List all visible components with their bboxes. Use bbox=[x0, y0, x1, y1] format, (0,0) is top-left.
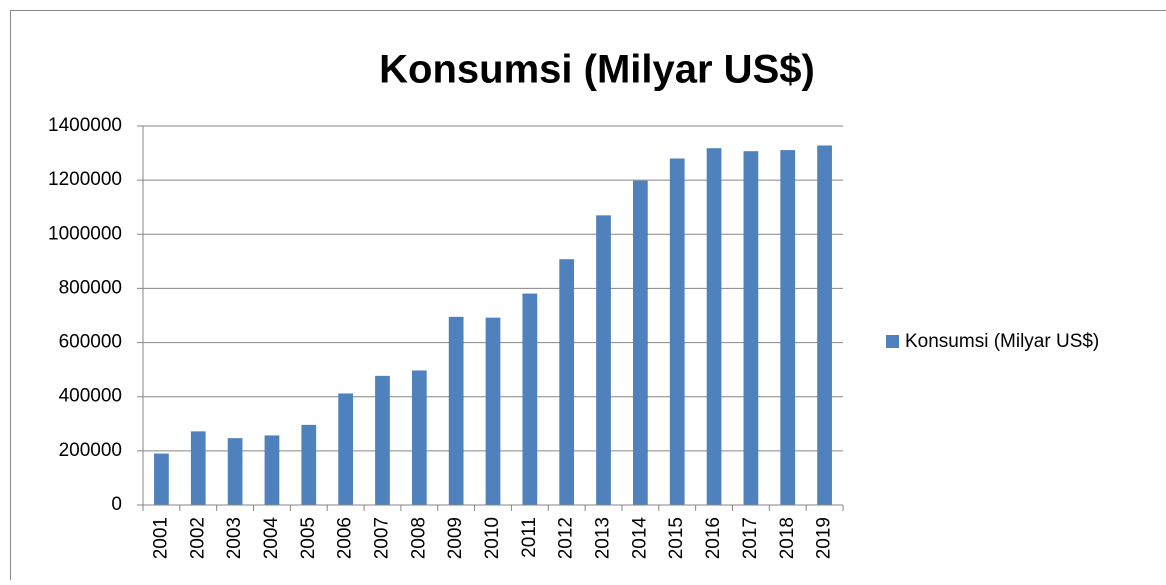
x-tick-label: 2008 bbox=[408, 517, 429, 559]
x-tick-label: 2012 bbox=[556, 517, 577, 559]
bar bbox=[486, 318, 501, 505]
x-tick-label: 2004 bbox=[261, 517, 282, 560]
chart-border bbox=[11, 11, 1166, 581]
x-tick-label: 2001 bbox=[150, 517, 171, 559]
x-tick-label: 2019 bbox=[814, 517, 835, 559]
bar bbox=[596, 215, 611, 505]
x-tick-label: 2013 bbox=[593, 517, 614, 559]
y-tick-label: 0 bbox=[111, 494, 122, 515]
bar bbox=[670, 158, 685, 505]
bar bbox=[633, 181, 648, 505]
bar bbox=[301, 425, 316, 505]
y-tick-label: 600000 bbox=[59, 332, 122, 353]
x-tick-label: 2014 bbox=[629, 517, 650, 560]
x-tick-label: 2010 bbox=[482, 517, 503, 559]
bar bbox=[817, 145, 832, 505]
bar bbox=[375, 376, 390, 505]
x-tick-label: 2017 bbox=[740, 517, 761, 559]
legend-swatch bbox=[886, 335, 899, 348]
x-tick-label: 2006 bbox=[335, 517, 356, 559]
y-tick-label: 200000 bbox=[59, 440, 122, 461]
bar bbox=[449, 317, 464, 505]
x-tick-label: 2015 bbox=[666, 517, 687, 559]
x-tick-label: 2009 bbox=[445, 517, 466, 559]
y-tick-label: 800000 bbox=[59, 277, 122, 298]
x-tick-label: 2003 bbox=[224, 517, 245, 559]
bar bbox=[338, 393, 353, 505]
x-tick-label: 2005 bbox=[298, 517, 319, 559]
bar bbox=[228, 438, 243, 505]
bar bbox=[191, 431, 206, 505]
y-tick-label: 1200000 bbox=[48, 169, 122, 190]
bar bbox=[780, 150, 795, 505]
x-tick-label: 2011 bbox=[519, 517, 540, 558]
x-tick-label: 2018 bbox=[777, 517, 798, 559]
y-tick-label: 1000000 bbox=[48, 223, 122, 244]
bar bbox=[744, 151, 759, 505]
bar bbox=[522, 294, 537, 505]
legend-label: Konsumsi (Milyar US$) bbox=[905, 331, 1099, 352]
bar bbox=[707, 148, 722, 505]
x-tick-label: 2016 bbox=[703, 517, 724, 559]
y-tick-label: 1400000 bbox=[48, 115, 122, 136]
y-tick-label: 400000 bbox=[59, 386, 122, 407]
chart-title: Konsumsi (Milyar US$) bbox=[379, 48, 815, 92]
bar bbox=[559, 259, 574, 505]
x-tick-label: 2007 bbox=[371, 517, 392, 559]
bar bbox=[265, 435, 280, 505]
bar bbox=[154, 454, 169, 505]
bar bbox=[412, 370, 427, 505]
x-tick-label: 2002 bbox=[187, 517, 208, 559]
